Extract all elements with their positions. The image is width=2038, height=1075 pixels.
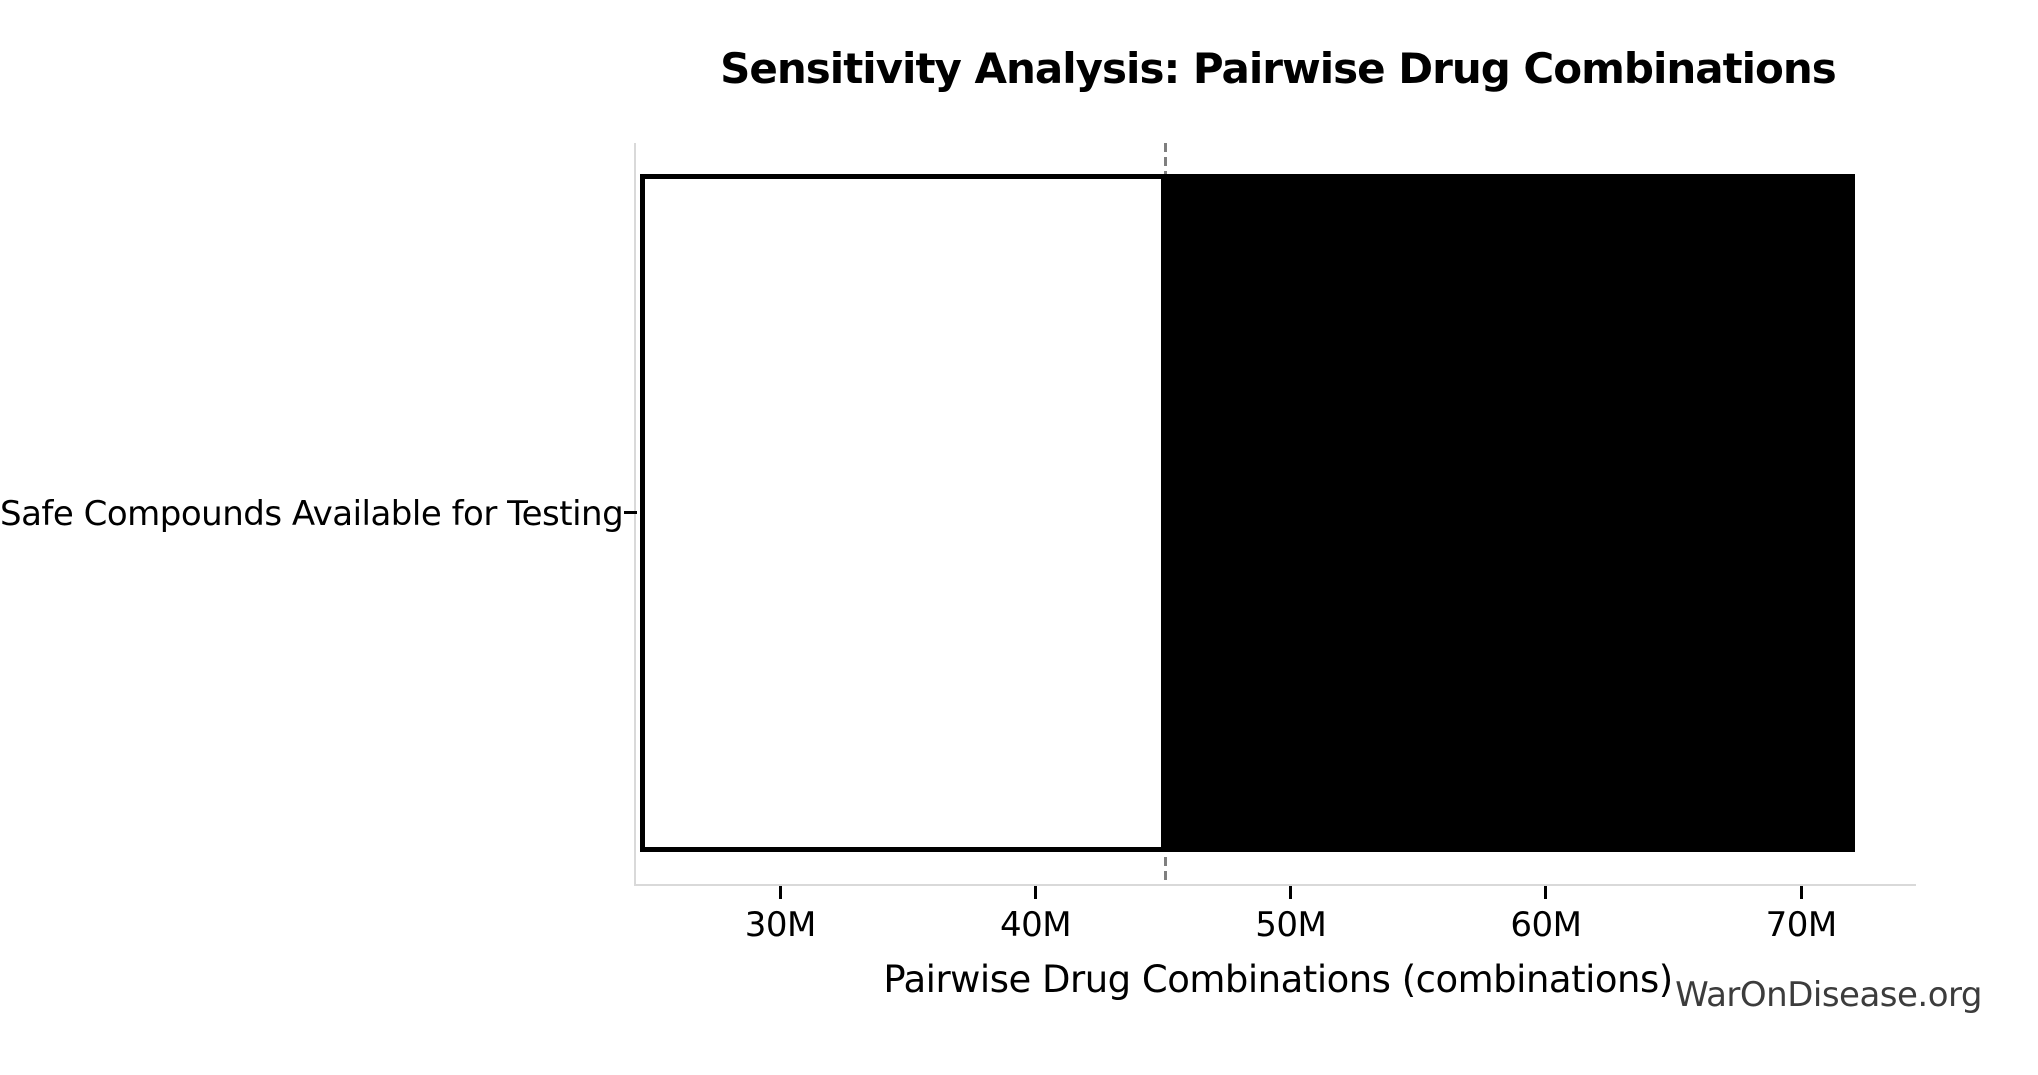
x-axis-label: Pairwise Drug Combinations (combinations… <box>883 958 1673 1001</box>
x-tick-mark <box>1544 886 1548 899</box>
x-axis-spine <box>634 884 1916 886</box>
y-category-label: Safe Compounds Available for Testing <box>0 494 624 534</box>
x-tick-label: 50M <box>1255 905 1327 945</box>
chart-title: Sensitivity Analysis: Pairwise Drug Comb… <box>720 44 1837 93</box>
x-tick-mark <box>778 886 782 899</box>
x-tick-mark <box>1289 886 1293 899</box>
x-tick-label: 30M <box>744 905 817 945</box>
bar-segment-baseline-to-high <box>1165 174 1855 852</box>
x-tick-label: 70M <box>1765 905 1838 945</box>
x-tick-label: 60M <box>1510 905 1582 945</box>
x-tick-label: 40M <box>999 905 1072 945</box>
watermark-text: WarOnDisease.org <box>1675 975 1982 1015</box>
x-tick-mark <box>1034 886 1038 899</box>
x-tick-mark <box>1799 886 1803 899</box>
y-tick-mark <box>624 511 637 514</box>
bar-segment-low-to-baseline <box>640 174 1166 852</box>
plot-area: 30M 40M 50M 60M 70M <box>624 143 1916 945</box>
y-axis-spine <box>634 143 636 886</box>
